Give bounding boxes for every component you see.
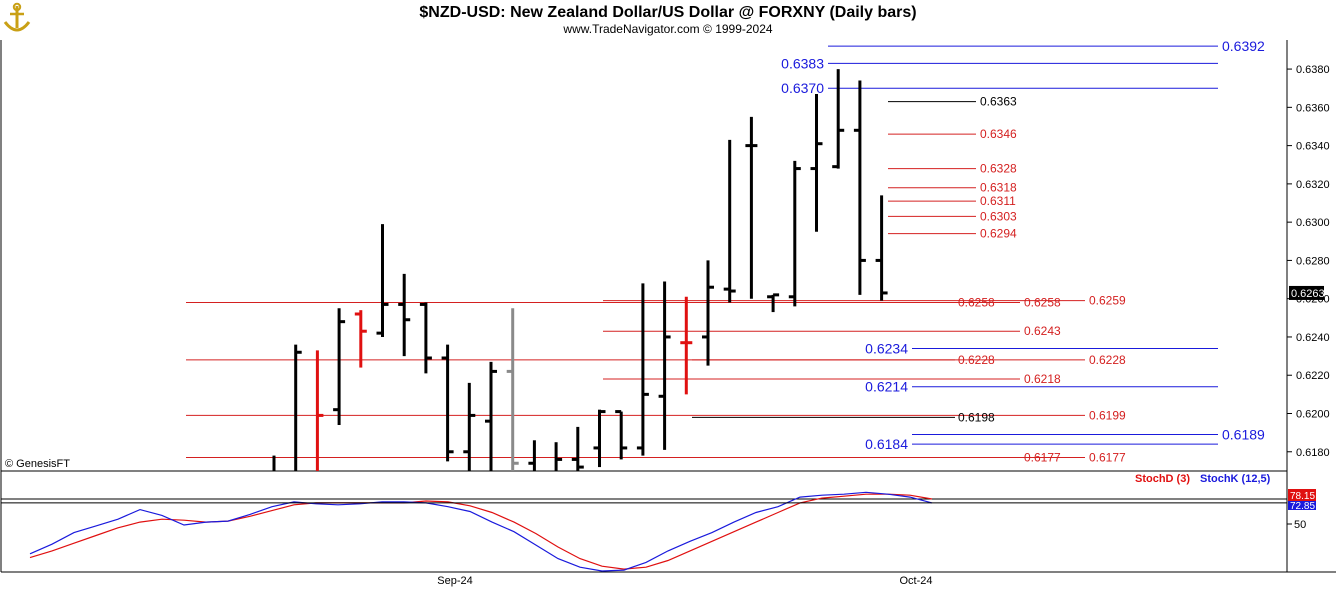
level-label-0.6184: 0.6184 <box>865 436 908 452</box>
price-tick-label: 0.6380 <box>1296 64 1330 76</box>
ohlc-bar <box>463 382 476 471</box>
stochk-badge <box>1288 500 1316 510</box>
ohlc-bar <box>315 350 324 471</box>
price-tick-label: 0.6180 <box>1296 447 1330 459</box>
price-axis: 0.61800.62000.62200.62400.62600.62800.63… <box>1287 64 1330 459</box>
price-tick-label: 0.6300 <box>1296 217 1330 229</box>
price-tick-label: 0.6360 <box>1296 102 1330 114</box>
watermark: © GenesisFT <box>5 458 70 470</box>
level-label-0.6177: 0.6177 <box>1024 451 1061 465</box>
stoch-series-stochk <box>29 491 933 572</box>
level-label-0.6392: 0.6392 <box>1222 38 1265 54</box>
ohlc-bar <box>593 409 606 468</box>
price-tick-label: 0.6340 <box>1296 141 1330 153</box>
level-label-0.6234: 0.6234 <box>865 340 908 356</box>
level-label-0.6198: 0.6198 <box>958 410 995 424</box>
ohlc-bar <box>723 139 736 303</box>
ohlc-bar <box>333 308 346 425</box>
stoch-series-stochd <box>29 493 933 570</box>
level-label-0.6383: 0.6383 <box>781 55 824 71</box>
legend-stochk: StochK (12,5) <box>1200 473 1271 485</box>
ohlc-bar <box>767 293 780 313</box>
stochk-last-value: 72.85 <box>1290 501 1315 512</box>
level-label-0.6318: 0.6318 <box>980 181 1017 195</box>
ohlc-bar <box>788 160 801 307</box>
price-bars <box>272 69 888 471</box>
ohlc-bar <box>506 308 519 471</box>
level-label-0.6177: 0.6177 <box>1089 451 1126 465</box>
price-tick-label: 0.6280 <box>1296 255 1330 267</box>
ohlc-bar <box>680 296 693 395</box>
ohlc-bar <box>398 273 411 357</box>
level-label-0.6214: 0.6214 <box>865 379 908 395</box>
price-tick-label: 0.6200 <box>1296 409 1330 421</box>
ohlc-bar <box>554 442 563 471</box>
price-tick-label: 0.6320 <box>1296 179 1330 191</box>
stochd-last-value: 78.15 <box>1290 491 1315 502</box>
level-label-0.6259: 0.6259 <box>1089 294 1126 308</box>
ohlc-bar <box>571 426 584 471</box>
price-tick-label: 0.6240 <box>1296 332 1330 344</box>
level-label-0.6328: 0.6328 <box>980 162 1017 176</box>
level-label-0.6303: 0.6303 <box>980 209 1017 223</box>
level-label-0.6346: 0.6346 <box>980 127 1017 141</box>
price-tick-label: 0.6220 <box>1296 370 1330 382</box>
ohlc-bar <box>485 361 497 471</box>
ohlc-bar <box>441 344 454 462</box>
level-label-0.6218: 0.6218 <box>1024 372 1061 386</box>
level-label-0.6258: 0.6258 <box>1024 296 1061 310</box>
stochd-badge <box>1288 489 1316 501</box>
chart-title: $NZD-USD: New Zealand Dollar/US Dollar @… <box>419 4 916 21</box>
ohlc-bar <box>528 440 536 471</box>
ohlc-bar <box>294 344 302 471</box>
main-panel-frame <box>0 40 1336 573</box>
level-label-0.6199: 0.6199 <box>1089 408 1126 422</box>
level-label-0.6258: 0.6258 <box>958 296 995 310</box>
price-levels: 0.6392 0.6383 0.6370 0.6363 0.6346 0.6328 0.63… <box>186 38 1265 465</box>
ohlc-bar <box>875 195 888 301</box>
stoch-tick-label: 50 <box>1294 519 1306 531</box>
level-label-0.6294: 0.6294 <box>980 227 1017 241</box>
ohlc-bar <box>376 224 389 337</box>
ohlc-bar <box>745 116 758 299</box>
last-price-badge <box>1289 285 1324 300</box>
ohlc-bar <box>636 283 649 456</box>
ohlc-bar <box>419 302 432 374</box>
ohlc-bar <box>615 410 628 460</box>
level-label-0.6370: 0.6370 <box>781 80 824 96</box>
ohlc-bar <box>658 281 671 450</box>
level-label-0.6311: 0.6311 <box>980 194 1016 208</box>
last-price-label: 0.6263 <box>1291 288 1325 300</box>
anchor-logo-icon <box>3 2 31 32</box>
ohlc-bar <box>810 93 823 232</box>
ohlc-bar <box>832 69 845 169</box>
level-label-0.6189: 0.6189 <box>1222 427 1265 443</box>
legend-stochd: StochD (3) <box>1135 473 1190 485</box>
ohlc-bar <box>702 260 714 366</box>
level-label-0.6228: 0.6228 <box>1089 353 1126 367</box>
x-label-oct: Oct-24 <box>899 575 932 587</box>
ohlc-bar <box>354 310 367 368</box>
level-label-0.6243: 0.6243 <box>1024 324 1061 338</box>
level-label-0.6363: 0.6363 <box>980 95 1017 109</box>
x-label-sep: Sep-24 <box>437 575 472 587</box>
ohlc-bar <box>853 80 866 295</box>
chart-subtitle: www.TradeNavigator.com © 1999-2024 <box>562 22 772 36</box>
